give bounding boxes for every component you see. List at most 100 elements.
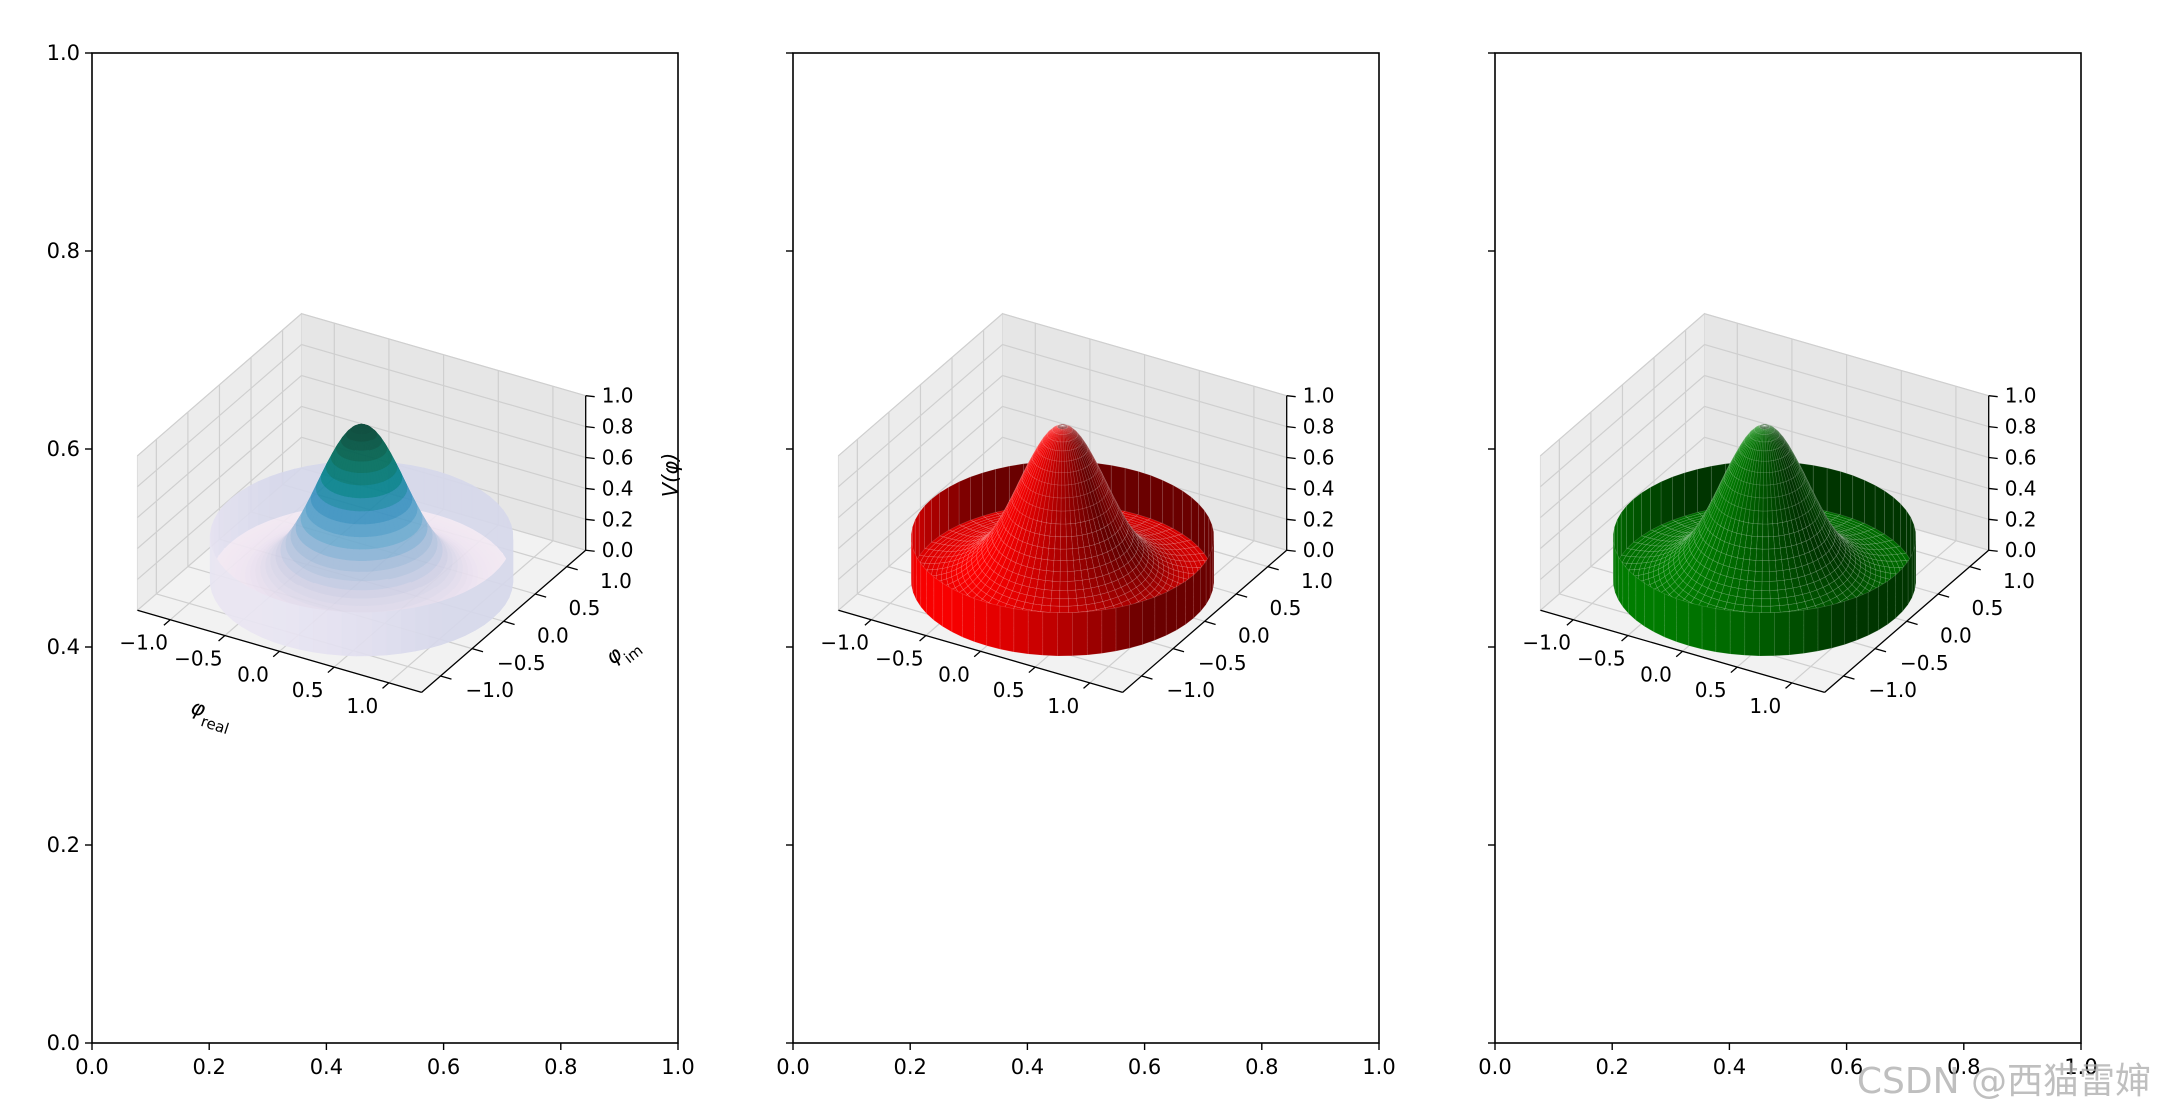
z-tick-label: 0.2	[1303, 507, 1335, 531]
outer-y-tick-label: 0.0	[47, 1031, 80, 1055]
surface-patch	[1072, 547, 1080, 561]
surface-patch	[1060, 497, 1066, 512]
surface-patch	[372, 569, 382, 582]
z-tick-label: 0.0	[1303, 538, 1335, 562]
surface-patch	[211, 549, 216, 601]
surface-patch	[358, 571, 367, 582]
surface-patch	[423, 467, 438, 516]
surface-patch	[1129, 600, 1143, 649]
surface-patch	[933, 576, 943, 627]
surface-patch	[931, 492, 940, 544]
surface-patch	[1065, 536, 1073, 550]
surface-patch	[1060, 510, 1067, 525]
surface-patch	[356, 472, 361, 486]
surface-patch	[1046, 559, 1055, 572]
surface-patch	[351, 570, 360, 582]
subplot-2: 0.0 0.2 0.4 0.6 0.8 1.0−1.0−0.50.00.51.0−1.0−…	[776, 52, 1396, 1079]
surface-patch	[948, 481, 960, 531]
surface-patch	[1209, 546, 1213, 598]
surface-patch	[1051, 580, 1061, 591]
surface-patch	[1058, 460, 1063, 474]
subplot-3: 0.0 0.2 0.4 0.6 0.8 1.0−1.0−0.50.00.51.0−1.0−…	[1478, 52, 2098, 1079]
surface-patch	[1864, 479, 1876, 529]
surface-patch	[1066, 559, 1075, 572]
surface-patch	[1064, 497, 1071, 512]
surface-patch	[1013, 608, 1029, 655]
surface-patch	[376, 604, 387, 613]
surface-patch	[1061, 428, 1064, 436]
surface-patch	[1036, 579, 1046, 590]
outer-x-tick-label: 0.6	[427, 1055, 460, 1079]
surface-patch	[1059, 605, 1070, 614]
z-tick-label: 0.6	[602, 446, 634, 470]
surface-patch	[1892, 496, 1901, 548]
z-tick-label: 0.0	[602, 538, 634, 562]
surface-patch	[359, 523, 366, 538]
surface-patch	[365, 570, 375, 582]
surface-patch	[358, 581, 368, 591]
surface-patch	[269, 472, 282, 521]
surface-patch	[1059, 571, 1068, 582]
surface-patch	[360, 450, 364, 462]
surface-patch	[364, 523, 371, 538]
surface-patch	[1061, 460, 1065, 474]
surface-patch	[1071, 535, 1079, 550]
surface-patch	[912, 549, 917, 601]
surface-patch	[1684, 468, 1698, 517]
outer-y-tick-label: 0.2	[47, 833, 80, 857]
surface-patch	[1083, 587, 1094, 598]
surface-patch	[464, 586, 476, 636]
surface-patch	[1027, 610, 1044, 656]
surface-patch	[365, 548, 373, 561]
outer-x-tick-label: 0.2	[192, 1055, 225, 1079]
surface-patch	[360, 472, 365, 486]
x-tick-label: −1.0	[820, 631, 869, 655]
surface-patch	[1050, 510, 1057, 525]
z-tick-label: 0.8	[1303, 415, 1335, 439]
surface-patch	[312, 608, 328, 655]
y-tick-label: 1.0	[600, 569, 632, 593]
surface-patch	[1051, 589, 1061, 600]
surface-patch	[355, 497, 361, 512]
z-tick-label: 1.0	[602, 384, 634, 408]
surface-patch	[1042, 589, 1053, 599]
outer-x-tick-label: 0.0	[1478, 1055, 1511, 1079]
surface-patch	[352, 548, 360, 562]
surface-patch	[1059, 598, 1069, 607]
surface-patch	[1049, 605, 1060, 614]
surface-patch	[345, 559, 354, 572]
surface-patch	[225, 569, 234, 621]
surface-patch	[982, 468, 996, 517]
surface-patch	[1884, 490, 1894, 541]
y-tick-label: −1.0	[1166, 678, 1215, 702]
surface-patch	[1061, 472, 1066, 486]
surface-patch	[1059, 560, 1068, 572]
surface-patch	[1052, 570, 1061, 582]
surface-patch	[926, 569, 935, 621]
grid-line	[137, 436, 586, 580]
surface-patch	[1042, 611, 1058, 657]
outer-x-tick-label: 0.4	[310, 1055, 343, 1079]
surface-patch	[261, 593, 274, 643]
surface-patch	[366, 597, 377, 607]
x-tick-label: 1.0	[1047, 694, 1079, 718]
surface-patch	[492, 567, 500, 619]
surface-patch	[342, 580, 353, 591]
surface-patch	[1061, 434, 1064, 443]
surface-patch	[939, 486, 950, 537]
surface-patch	[1182, 490, 1192, 541]
surface-patch	[489, 496, 498, 548]
surface-patch	[1045, 570, 1054, 582]
surface-patch	[1068, 605, 1079, 614]
surface-patch	[1060, 484, 1066, 499]
outer-y-tick-label: 0.6	[47, 437, 80, 461]
surface-patch	[232, 576, 242, 627]
y-tick-label: −0.5	[497, 651, 546, 675]
surface-patch	[1852, 474, 1865, 524]
outer-x-tick-label: 0.0	[75, 1055, 108, 1079]
surface-patch	[920, 562, 928, 615]
surface-patch	[508, 546, 513, 598]
surface-patch	[1054, 523, 1062, 538]
surface-patch	[1066, 570, 1076, 582]
surface-patch	[449, 474, 462, 524]
